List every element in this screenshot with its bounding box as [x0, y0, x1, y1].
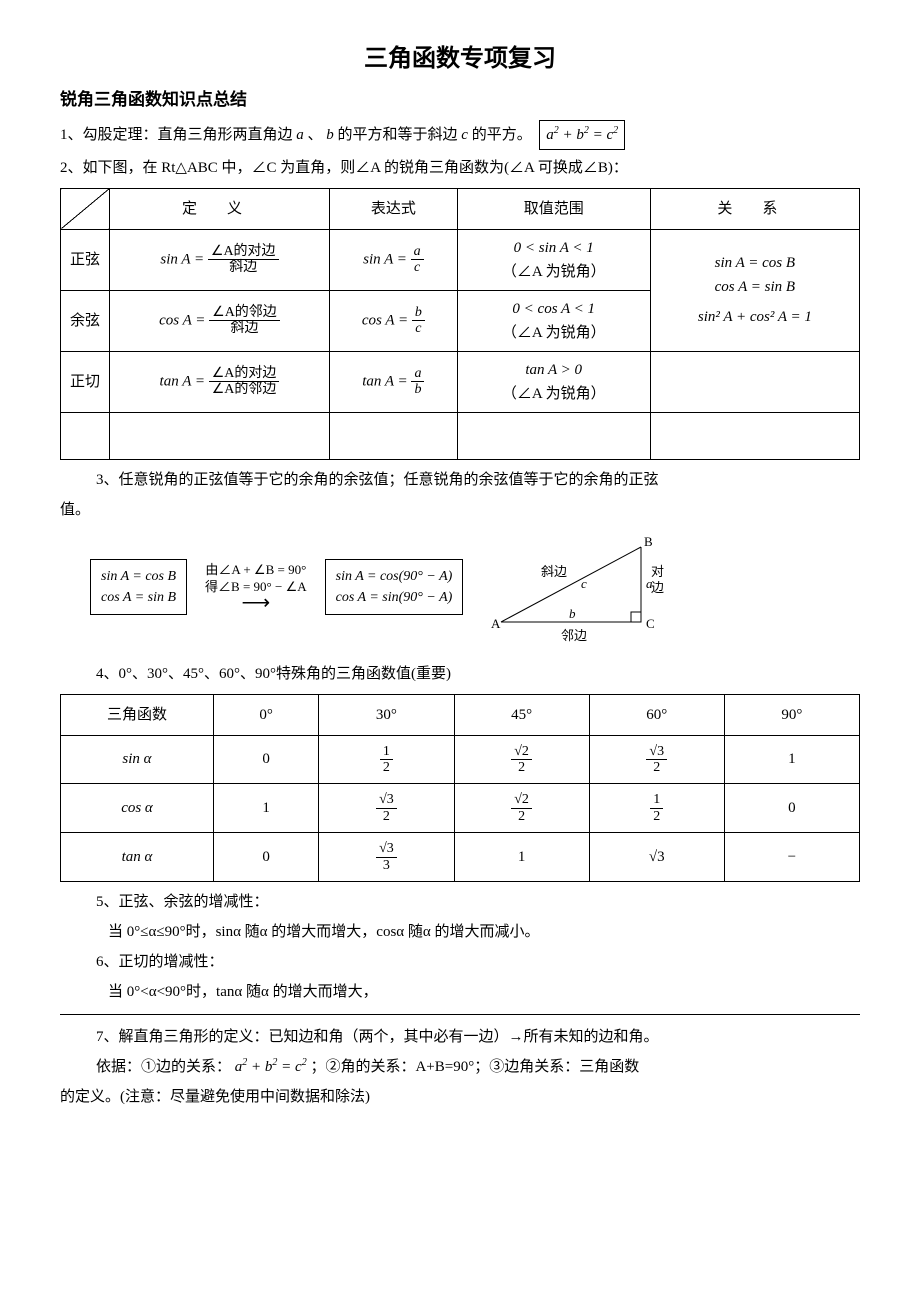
table-row: tan α 0 √33 1 √3 − [61, 833, 860, 882]
var-a: a [296, 127, 304, 143]
cell: 1 [724, 735, 859, 784]
table-row: cos α 1 √32 √22 12 0 [61, 784, 860, 833]
rel-cell: sin A = cos B cos A = sin B sin² A + cos… [650, 229, 859, 351]
row-tan: tan α [61, 833, 214, 882]
sin-range: 0 < sin A < 1 （∠A 为锐角） [457, 229, 650, 290]
var-b: b [326, 127, 334, 143]
tan-range: tan A > 0 （∠A 为锐角） [457, 351, 650, 412]
cell: √32 [589, 735, 724, 784]
pythag-inline: a2 + b2 = c2 [235, 1059, 307, 1075]
tan-def: tan A = ∠A的对边∠A的邻边 [110, 351, 330, 412]
side-c: c [581, 576, 587, 591]
pythag-box: a2 + b2 = c2 [539, 120, 625, 150]
vertex-b: B [644, 534, 653, 549]
cos-def: cos A = ∠A的邻边斜边 [110, 290, 330, 351]
col-expr: 表达式 [329, 188, 457, 229]
empty-cell [61, 412, 110, 459]
p1-prefix: 1、勾股定理：直角三角形两直角边 [60, 127, 293, 143]
table-row: sin α 0 12 √22 √32 1 [61, 735, 860, 784]
arrow-label: 由∠A + ∠B = 90° 得∠B = 90° − ∠A ⟶ [205, 562, 307, 612]
col-30: 30° [319, 694, 454, 735]
point-7c: 的定义。(注意：尽量避免使用中间数据和除法) [60, 1085, 860, 1109]
arrow-icon: ⟶ [242, 595, 271, 611]
cell: 1 [454, 833, 589, 882]
sin-expr: sin A = ac [329, 229, 457, 290]
cell: − [724, 833, 859, 882]
empty-cell [457, 412, 650, 459]
triangle-diagram: A B C 斜边 c 对 边 a b 邻边 [481, 532, 671, 642]
label-adj: 邻边 [561, 628, 587, 642]
col-60: 60° [589, 694, 724, 735]
col-rel: 关系 [650, 188, 859, 229]
point-3b: 值。 [60, 498, 860, 522]
table-row: 正切 tan A = ∠A的对边∠A的邻边 tan A = ab tan A >… [61, 351, 860, 412]
row-name-sin: 正弦 [61, 229, 110, 290]
vertex-a: A [491, 616, 501, 631]
rel-box-1: sin A = cos B cos A = sin B [90, 559, 187, 615]
row-cos: cos α [61, 784, 214, 833]
cell: 0 [724, 784, 859, 833]
sin-def: sin A = ∠A的对边斜边 [110, 229, 330, 290]
diag-header-cell [61, 188, 110, 229]
cell: 12 [319, 735, 454, 784]
values-table: 三角函数 0° 30° 45° 60° 90° sin α 0 12 √22 √… [60, 694, 860, 882]
cell: √33 [319, 833, 454, 882]
cell: 12 [589, 784, 724, 833]
cos-range: 0 < cos A < 1 （∠A 为锐角） [457, 290, 650, 351]
rel-box-2: sin A = cos(90° − A) cos A = sin(90° − A… [325, 559, 464, 615]
point-5: 5、正弦、余弦的增减性： [60, 890, 860, 914]
point-6b: 当 0°<α<90°时，tanα 随α 的增大而增大， [60, 980, 860, 1004]
divider [60, 1014, 860, 1015]
section-subtitle: 锐角三角函数知识点总结 [60, 86, 860, 113]
comma: 、 [308, 127, 323, 143]
cell: √22 [454, 735, 589, 784]
col-90: 90° [724, 694, 859, 735]
page-title: 三角函数专项复习 [60, 40, 860, 78]
col-45: 45° [454, 694, 589, 735]
label-opp2: 边 [651, 580, 664, 595]
cell: √3 [589, 833, 724, 882]
label-hyp: 斜边 [541, 564, 567, 579]
relation-diagram: sin A = cos B cos A = sin B 由∠A + ∠B = 9… [90, 532, 860, 642]
vertex-c: C [646, 616, 655, 631]
empty-cell [650, 412, 859, 459]
empty-cell [329, 412, 457, 459]
p1-suffix: 的平方。 [472, 127, 532, 143]
table-row: 正弦 sin A = ∠A的对边斜边 sin A = ac 0 < sin A … [61, 229, 860, 290]
cell: √32 [319, 784, 454, 833]
row-name-cos: 余弦 [61, 290, 110, 351]
point-2: 2、如下图，在 Rt△ABC 中，∠C 为直角，则∠A 的锐角三角函数为(∠A … [60, 156, 860, 180]
table-row [61, 412, 860, 459]
row-name-tan: 正切 [61, 351, 110, 412]
definition-table: 定义 表达式 取值范围 关系 正弦 sin A = ∠A的对边斜边 sin A … [60, 188, 860, 460]
point-1: 1、勾股定理：直角三角形两直角边 a 、 b 的平方和等于斜边 c 的平方。 a… [60, 120, 860, 150]
tan-expr: tan A = ab [329, 351, 457, 412]
point-7: 7、解直角三角形的定义：已知边和角（两个，其中必有一边）→所有未知的边和角。 [60, 1025, 860, 1049]
col-range: 取值范围 [457, 188, 650, 229]
point-7b: 依据：①边的关系： a2 + b2 = c2 ；②角的关系：A+B=90°；③边… [60, 1055, 860, 1079]
empty-cell [110, 412, 330, 459]
point-3: 3、任意锐角的正弦值等于它的余角的余弦值；任意锐角的余弦值等于它的余角的正弦 [60, 468, 860, 492]
point-4: 4、0°、30°、45°、60°、90°特殊角的三角函数值(重要) [60, 662, 860, 686]
rel-empty-1 [650, 351, 859, 412]
p1-mid: 的平方和等于斜边 [338, 127, 458, 143]
side-a: a [646, 576, 653, 591]
label-opp1: 对 [651, 564, 664, 579]
col-def: 定义 [110, 188, 330, 229]
var-c: c [461, 127, 468, 143]
cell: √22 [454, 784, 589, 833]
cell: 1 [214, 784, 319, 833]
row-sin: sin α [61, 735, 214, 784]
cos-expr: cos A = bc [329, 290, 457, 351]
cell: 0 [214, 735, 319, 784]
point-5b: 当 0°≤α≤90°时，sinα 随α 的增大而增大，cosα 随α 的增大而减… [60, 920, 860, 944]
col-0: 0° [214, 694, 319, 735]
val-header-label: 三角函数 [61, 694, 214, 735]
point-6: 6、正切的增减性： [60, 950, 860, 974]
cell: 0 [214, 833, 319, 882]
side-b: b [569, 606, 576, 621]
